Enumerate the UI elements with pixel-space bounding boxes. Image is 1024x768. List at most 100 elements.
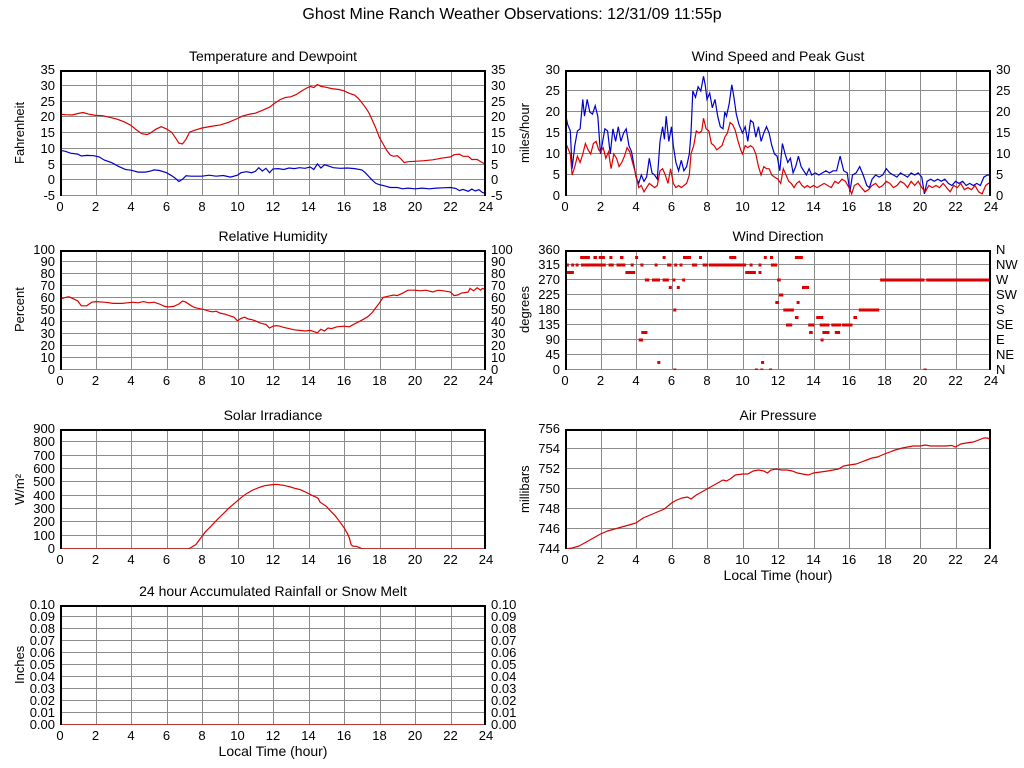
wind-direction-mark: [841, 323, 853, 327]
x-axis-label: Local Time (hour): [723, 567, 833, 583]
x-tick-label: 16: [336, 373, 352, 388]
wind-direction-mark: [608, 263, 614, 267]
y-tick-label: 0.10: [29, 597, 55, 612]
wind-direction-mark: [702, 263, 708, 267]
y-tick-label: 25: [40, 93, 55, 109]
x-tick-label: 0: [56, 552, 64, 567]
y-tick-label: 0: [552, 362, 560, 377]
plot-svg: [564, 70, 991, 196]
x-tick-label: 22: [948, 552, 963, 567]
x-tick-label: 14: [806, 552, 821, 567]
wind-direction-mark: [802, 286, 810, 289]
y-tick-label: 300: [33, 501, 55, 516]
peak-gust-series: [564, 76, 991, 195]
y-tick-label: 20: [545, 104, 560, 119]
wind-direction-mark: [699, 256, 702, 259]
wind-direction-mark: [745, 271, 756, 274]
y-tick-label: 900: [33, 421, 55, 436]
x-tick-label: 6: [667, 552, 676, 567]
wind-direction-mark: [635, 256, 639, 259]
y-tick-label: 0.04: [29, 669, 55, 684]
y-tick-label-right: N: [996, 242, 1006, 257]
wind-direction-mark: [708, 263, 747, 267]
x-tick-label: 8: [703, 373, 711, 388]
y-tick-label-right: 30: [491, 77, 506, 93]
y-tick-label: 0.00: [29, 717, 55, 732]
wind-direction-mark: [598, 256, 605, 259]
wind-direction-mark: [926, 278, 991, 282]
y-tick-label: -5: [43, 188, 55, 203]
x-tick-label: 4: [127, 552, 135, 567]
y-tick-label: 744: [538, 541, 560, 556]
wind-direction-mark: [638, 338, 644, 342]
wind-direction-mark: [783, 308, 794, 312]
x-tick-label: 4: [127, 728, 135, 743]
x-tick-label: 16: [841, 373, 857, 388]
y-tick-label: 360: [538, 242, 560, 257]
y-axis-label: millibars: [517, 465, 532, 513]
y-tick-label: 752: [538, 461, 560, 476]
y-tick-label: 135: [538, 317, 560, 332]
wind-direction-mark: [672, 278, 676, 282]
wind-direction-mark: [571, 263, 575, 267]
x-tick-label: 18: [877, 373, 892, 388]
wind-direction-mark: [641, 331, 648, 334]
x-tick-label: 20: [407, 552, 423, 567]
chart-wind-speed-gust: Wind Speed and Peak Gust miles/hour 0 5 10…: [517, 48, 1010, 214]
y-tick-label: 35: [40, 62, 55, 77]
y-tick-label-right: SW: [996, 287, 1017, 302]
y-axis-label: Fahrenheit: [12, 101, 27, 165]
y-tick-label: 30: [40, 326, 55, 341]
y-tick-label-right: 20: [491, 109, 506, 125]
y-tick-label: 0.01: [29, 705, 55, 720]
x-tick-label: 0: [561, 373, 569, 388]
x-tick-label: 8: [198, 373, 206, 388]
plot-area: [60, 429, 486, 550]
x-tick-label: 10: [230, 373, 245, 388]
y-tick-label-right: 0.04: [491, 669, 517, 684]
wind-direction-mark: [620, 256, 624, 259]
wind-direction-mark: [654, 263, 658, 267]
x-tick-label: 10: [230, 199, 245, 214]
y-tick-label: 315: [538, 257, 560, 272]
x-tick-label: 8: [198, 552, 206, 567]
y-tick-label: 30: [40, 77, 55, 93]
y-tick-label-right: 80: [491, 266, 506, 281]
plot-area: [60, 605, 486, 726]
y-tick-label-right: 20: [491, 338, 506, 353]
y-tick-label: 0: [47, 172, 55, 188]
y-tick-label: 20: [40, 109, 55, 125]
x-tick-label: 20: [912, 373, 928, 388]
y-tick-label-right: 0.08: [491, 621, 517, 636]
x-tick-label: 16: [336, 199, 352, 214]
y-axis-label: Inches: [12, 645, 27, 685]
y-tick-label-right: 15: [996, 125, 1011, 140]
x-tick-label: 12: [265, 728, 281, 743]
x-tick-label: 22: [443, 552, 458, 567]
wind-direction-mark: [761, 361, 765, 364]
y-axis-label: degrees: [517, 286, 532, 334]
x-tick-label: 22: [443, 199, 458, 214]
x-tick-label: 4: [632, 199, 640, 214]
y-tick-label: 60: [40, 290, 55, 305]
x-tick-label: 6: [162, 199, 171, 214]
x-tick-label: 10: [230, 728, 245, 743]
x-tick-label: 6: [667, 199, 676, 214]
y-tick-label: 400: [33, 487, 55, 503]
plot-svg: [59, 70, 487, 196]
x-tick-label: 14: [301, 728, 316, 743]
wind-direction-mark: [794, 316, 799, 319]
y-tick-label-right: 5: [491, 156, 499, 172]
x-tick-label: 22: [948, 199, 963, 214]
x-tick-label: 8: [198, 728, 206, 743]
x-tick-label: 16: [336, 728, 352, 743]
y-tick-label-right: 0.10: [491, 597, 517, 612]
y-tick-label-right: 60: [491, 290, 506, 305]
wind-direction-mark: [674, 263, 678, 267]
wind-direction-mark: [566, 271, 574, 274]
y-tick-label-right: 0: [491, 172, 499, 188]
wind-direction-mark: [668, 286, 672, 289]
y-tick-label: 90: [40, 254, 55, 269]
wind-direction-mark: [616, 263, 626, 267]
wind-direction-mark: [581, 263, 606, 267]
